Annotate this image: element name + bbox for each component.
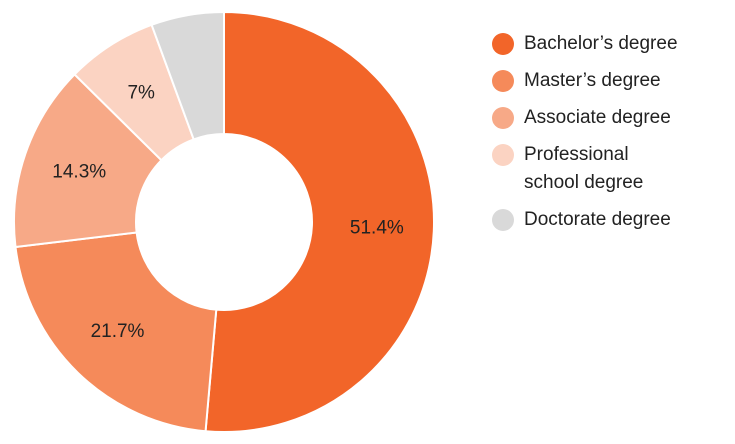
legend-label: Associate degree — [524, 107, 671, 128]
data-label: 7% — [127, 82, 155, 103]
legend-label: Bachelor’s degree — [524, 33, 678, 54]
legend-item: Doctorate degree — [492, 206, 686, 234]
legend-item: Master’s degree — [492, 67, 686, 95]
legend-label: Master’s degree — [524, 70, 661, 91]
slice — [204, 10, 435, 433]
legend-swatch — [492, 144, 514, 166]
data-label: 51.4% — [350, 218, 404, 239]
slice — [13, 73, 163, 249]
chart: 51.4% 21.7% 14.3% 7% — [13, 10, 435, 433]
data-label: 21.7% — [91, 321, 145, 342]
slice — [150, 10, 225, 141]
legend-label: Professional school degree — [524, 144, 644, 193]
legend-item: Associate degree — [492, 104, 686, 132]
legend-swatch — [492, 107, 514, 129]
data-label: 14.3% — [52, 161, 106, 182]
legend-item: Bachelor’s degree — [492, 30, 686, 58]
legend: Bachelor’s degree Master’s degree Associat… — [492, 30, 686, 243]
legend-swatch — [492, 33, 514, 55]
legend-swatch — [492, 70, 514, 92]
slice — [14, 231, 218, 433]
legend-label: Doctorate degree — [524, 209, 671, 230]
legend-item: Professional school degree — [492, 141, 686, 197]
legend-swatch — [492, 209, 514, 231]
